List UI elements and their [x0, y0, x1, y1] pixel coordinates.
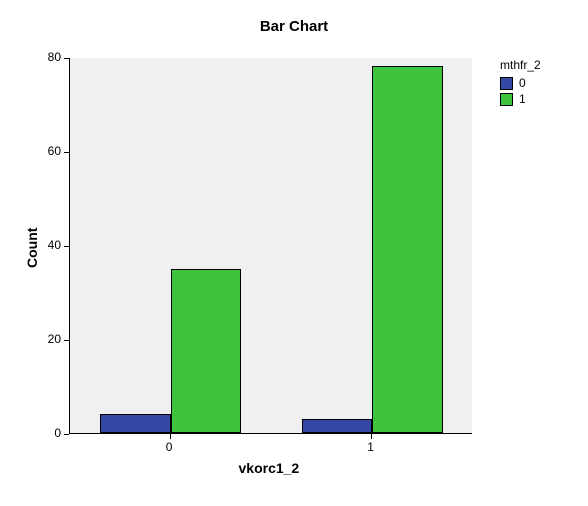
bar	[372, 66, 443, 433]
legend-label: 1	[519, 92, 526, 106]
y-tick-label: 20	[48, 332, 61, 346]
y-tick-label: 0	[54, 426, 61, 440]
legend-swatch	[500, 77, 513, 90]
legend-swatch	[500, 93, 513, 106]
plot-area	[69, 58, 472, 434]
legend-label: 0	[519, 76, 526, 90]
legend-item: 0	[500, 76, 541, 90]
bar	[100, 414, 171, 433]
chart-title: Bar Chart	[0, 18, 588, 35]
legend-title: mthfr_2	[500, 58, 541, 72]
y-tick-mark	[64, 152, 69, 153]
x-tick-mark	[371, 434, 372, 439]
y-tick-mark	[64, 246, 69, 247]
x-tick-mark	[170, 434, 171, 439]
y-tick-mark	[64, 340, 69, 341]
y-axis-label: Count	[24, 228, 40, 268]
x-tick-label: 0	[166, 440, 173, 454]
y-tick-label: 80	[48, 50, 61, 64]
x-tick-label: 1	[367, 440, 374, 454]
bar	[302, 419, 373, 433]
y-tick-label: 40	[48, 238, 61, 252]
legend-item: 1	[500, 92, 541, 106]
y-tick-mark	[64, 58, 69, 59]
bar	[171, 269, 242, 434]
y-tick-label: 60	[48, 144, 61, 158]
bar-chart: Bar Chart Count vkorc1_2 mthfr_2 0 1 0 20 4…	[0, 0, 588, 506]
legend: mthfr_2 0 1	[500, 58, 541, 108]
x-axis-label: vkorc1_2	[239, 460, 300, 476]
y-tick-mark	[64, 434, 69, 435]
